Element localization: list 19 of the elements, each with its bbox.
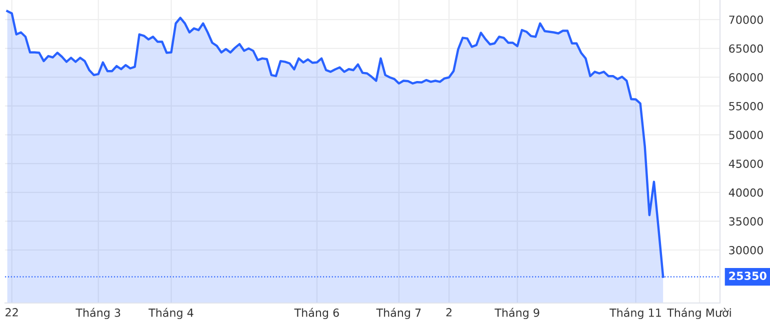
y-tick-label: 30000: [729, 246, 763, 254]
x-tick-label: Tháng 7: [376, 308, 421, 320]
x-tick-label: 2: [446, 308, 452, 316]
x-tick-label: Tháng Mười: [667, 308, 731, 320]
x-tick-label: Tháng 4: [148, 308, 194, 320]
x-tick-label: 22: [6, 308, 18, 316]
y-tick-label: 70000: [729, 16, 763, 24]
ref-line-label: 25350: [729, 272, 766, 280]
y-tick-label: 50000: [729, 130, 763, 140]
y-tick-label: 40000: [728, 188, 763, 197]
y-tick-label: 60000: [729, 73, 763, 82]
y-tick-label: 35000: [729, 217, 763, 226]
x-tick-label: Tháng 11: [610, 308, 661, 320]
y-tick-label: 65000: [729, 44, 763, 53]
y-tick-label: 45000: [728, 160, 763, 168]
x-tick-label: Tháng 6: [294, 308, 339, 320]
x-tick-label: Tháng 3: [76, 308, 120, 320]
y-tick-label: 55000: [729, 102, 763, 110]
x-tick-label: Tháng 9: [494, 308, 540, 320]
